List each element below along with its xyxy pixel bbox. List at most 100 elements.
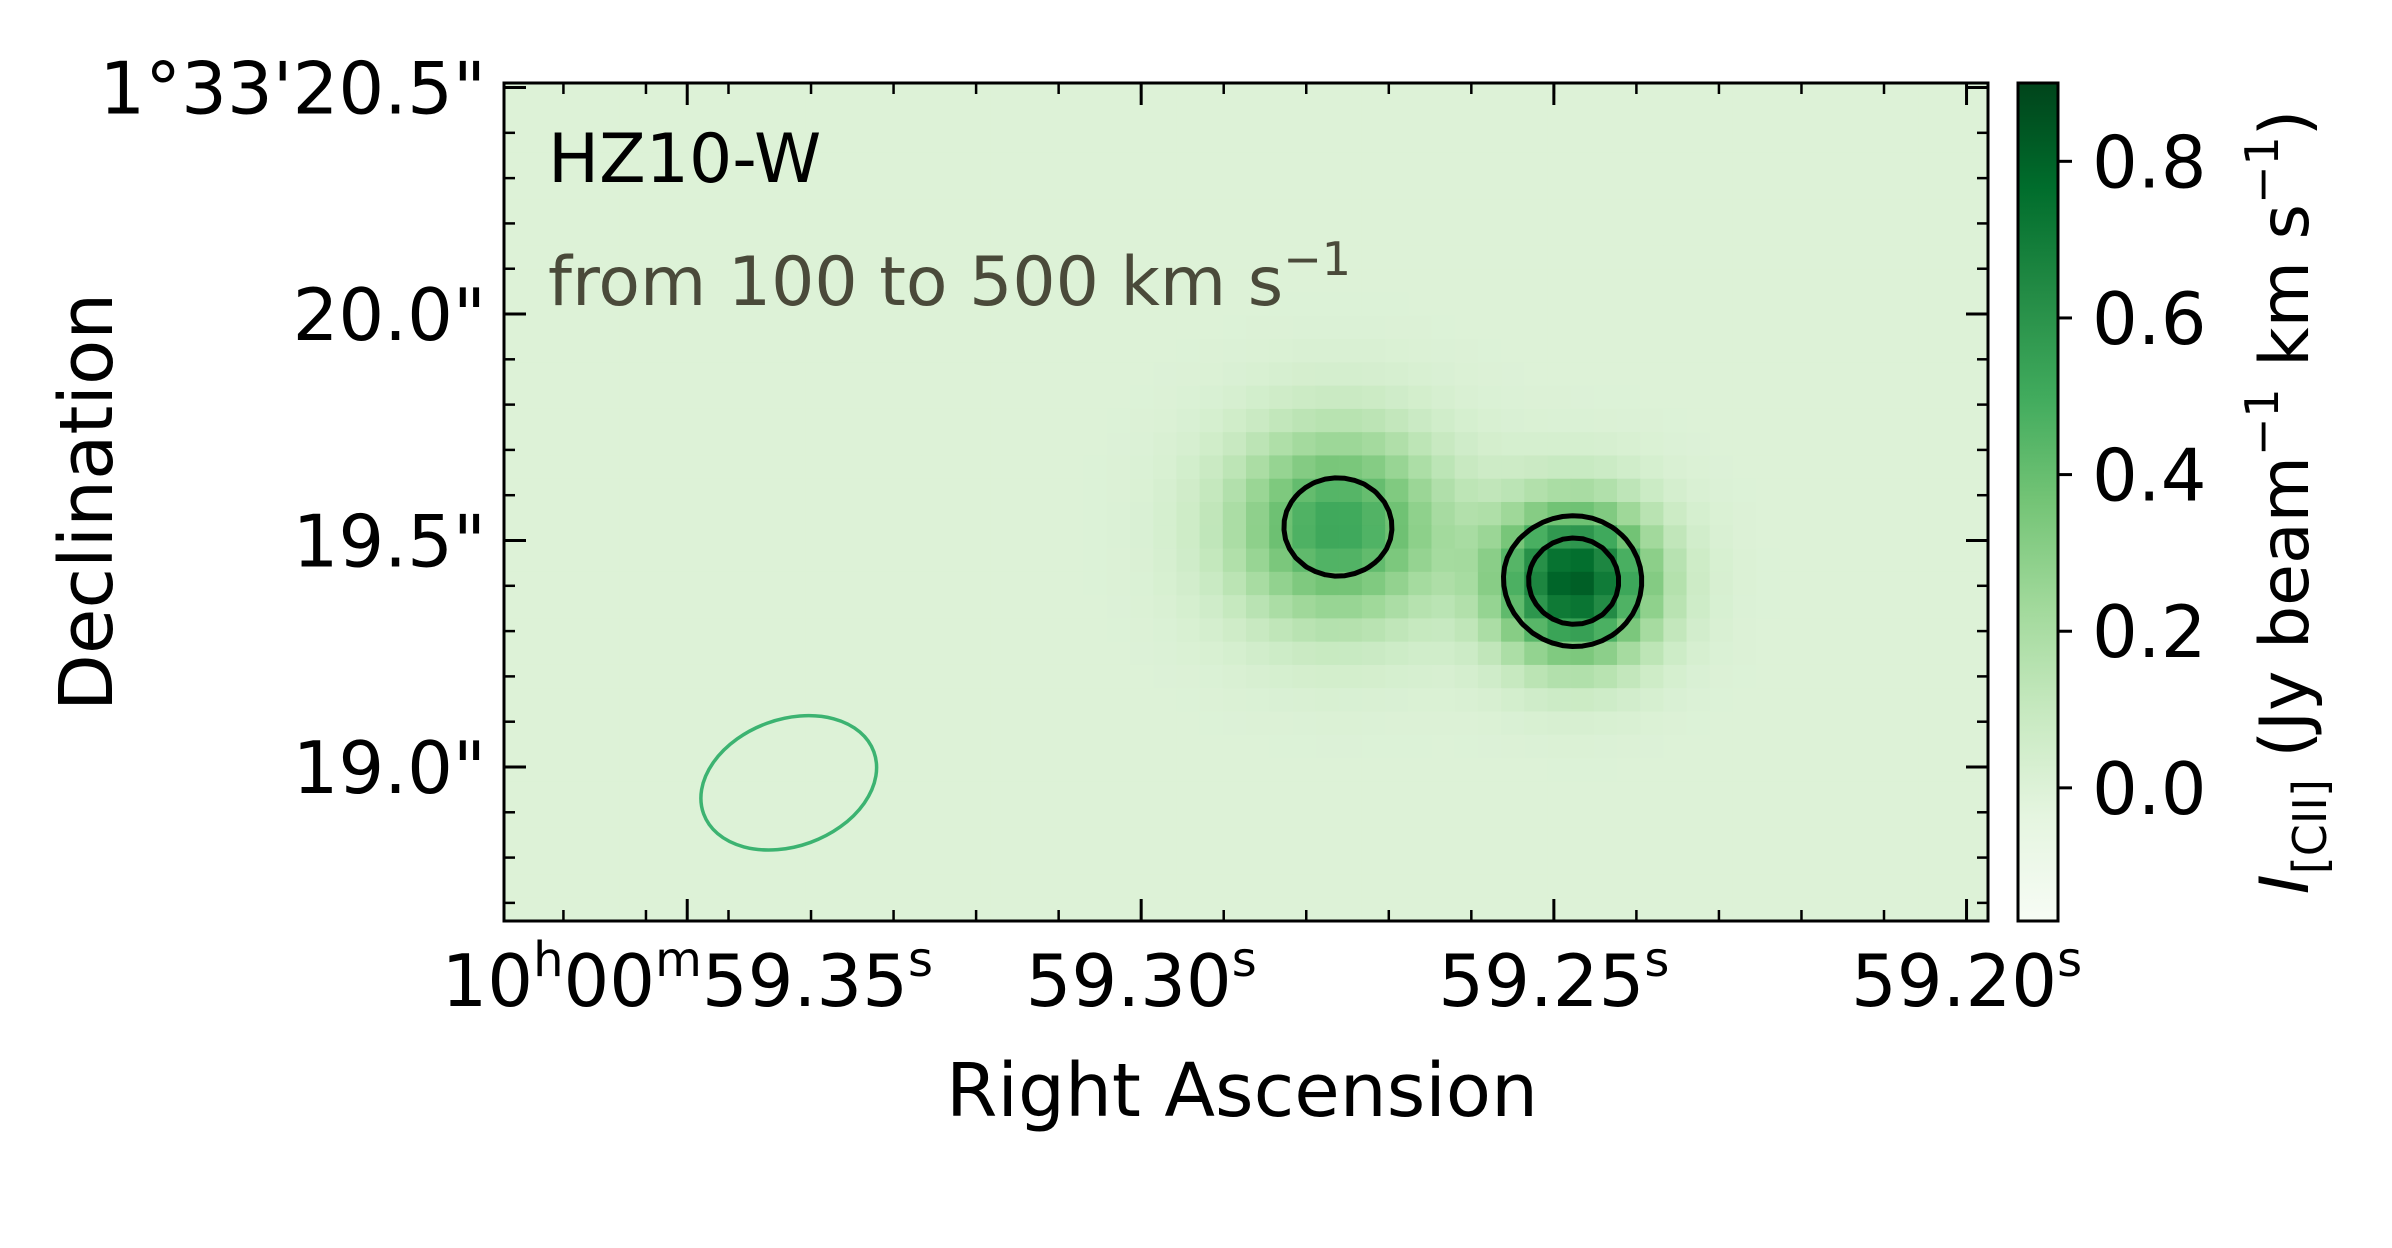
velocity-range-text: from 100 to 500 km s (548, 243, 1283, 322)
heatmap-pixel (666, 245, 691, 270)
heatmap-pixel (1060, 222, 1085, 247)
heatmap-pixel (1408, 432, 1433, 457)
heatmap-pixel (1825, 339, 1850, 363)
heatmap-pixel (898, 362, 922, 387)
heatmap-pixel (1222, 455, 1247, 480)
heatmap-pixel (1593, 222, 1618, 247)
heatmap-pixel (1524, 664, 1549, 689)
heatmap-pixel (1408, 269, 1433, 294)
heatmap-pixel (759, 339, 783, 363)
heatmap-pixel (1663, 129, 1688, 154)
heatmap-pixel (1848, 245, 1873, 270)
heatmap-pixel (1408, 199, 1433, 224)
heatmap-pixel (689, 362, 714, 387)
heatmap-pixel (805, 245, 830, 270)
heatmap-pixel (1269, 362, 1293, 387)
heatmap-pixel (735, 176, 760, 200)
heatmap-pixel (1083, 408, 1108, 433)
colorbar-tick-label: 0.4 (2092, 434, 2207, 518)
heatmap-pixel (1918, 176, 1943, 200)
heatmap-pixel (1385, 734, 1409, 759)
heatmap-pixel (1640, 502, 1664, 526)
heatmap-pixel (1779, 245, 1804, 270)
heatmap-pixel (666, 641, 691, 666)
heatmap-pixel (550, 222, 575, 247)
heatmap-pixel (550, 664, 575, 689)
heatmap-pixel (1524, 851, 1549, 876)
heatmap-pixel (666, 618, 691, 643)
heatmap-pixel (1872, 664, 1896, 689)
heatmap-pixel (1292, 897, 1317, 921)
x-tick-label-part: 10 (441, 939, 533, 1023)
colorbar-label: I[CII] (Jy beam−1 km s−1) (2235, 110, 2337, 895)
heatmap-pixel (643, 152, 667, 177)
heatmap-pixel (1964, 595, 1988, 619)
x-axis-label: Right Ascension (946, 1048, 1538, 1134)
heatmap-pixel (1918, 641, 1943, 666)
heatmap-pixel (1570, 222, 1595, 247)
y-tick-labels: 1°33'20.5"20.0"19.5"19.0" (99, 47, 486, 810)
heatmap-pixel (1547, 152, 1572, 177)
heatmap-pixel (666, 432, 691, 457)
heatmap-pixel (1153, 385, 1178, 410)
heatmap-pixel (1408, 502, 1433, 526)
x-tick-label-part: s (908, 932, 933, 988)
heatmap-pixel (1640, 245, 1664, 270)
heatmap-pixel (1872, 362, 1896, 387)
heatmap-pixel (1570, 408, 1595, 433)
heatmap-pixel (805, 408, 830, 433)
heatmap-pixel (1895, 222, 1920, 247)
heatmap-pixel (1361, 222, 1386, 247)
heatmap-pixel (1732, 129, 1757, 154)
heatmap-pixel (1246, 641, 1270, 666)
heatmap-pixel (1593, 245, 1618, 270)
heatmap-pixel (1315, 711, 1340, 736)
heatmap-pixel (1222, 851, 1247, 876)
heatmap-pixel (990, 548, 1015, 573)
heatmap-pixel (1895, 641, 1920, 666)
heatmap-pixel (666, 595, 691, 619)
heatmap-pixel (1848, 804, 1873, 829)
heatmap-pixel (1617, 874, 1641, 899)
heatmap-pixel (1176, 362, 1201, 387)
heatmap-pixel (1895, 176, 1920, 200)
heatmap-pixel (1130, 222, 1154, 247)
heatmap-pixel (1825, 525, 1850, 550)
heatmap-pixel (1501, 106, 1525, 131)
heatmap-pixel (1106, 455, 1131, 480)
heatmap-pixel (944, 758, 969, 782)
heatmap-pixel (1617, 664, 1641, 689)
heatmap-pixel (1176, 827, 1201, 852)
heatmap-pixel (1269, 176, 1293, 200)
heatmap-pixel (990, 827, 1015, 852)
heatmap-pixel (1640, 711, 1664, 736)
heatmap-pixel (1106, 199, 1131, 224)
heatmap-pixel (1292, 199, 1317, 224)
heatmap-pixel (1199, 83, 1224, 107)
heatmap-pixel (898, 641, 922, 666)
heatmap-pixel (1060, 129, 1085, 154)
heatmap-pixel (1361, 199, 1386, 224)
heatmap-pixel (990, 129, 1015, 154)
heatmap-pixel (504, 478, 528, 503)
heatmap-pixel (1431, 199, 1456, 224)
heatmap-pixel (1431, 502, 1456, 526)
colorbar-ticks: 0.00.20.40.60.8 (2058, 120, 2207, 831)
heatmap-pixel (1176, 83, 1201, 107)
heatmap-pixel (921, 711, 946, 736)
heatmap-pixel (1153, 478, 1178, 503)
heatmap-pixel (759, 641, 783, 666)
heatmap-pixel (1199, 595, 1224, 619)
heatmap-pixel (1292, 339, 1317, 363)
heatmap-pixel (1640, 688, 1664, 713)
heatmap-pixel (1756, 758, 1780, 782)
heatmap-pixel (1246, 152, 1270, 177)
heatmap-pixel (1686, 292, 1711, 317)
heatmap-pixel (1176, 106, 1201, 131)
colorbar-tick-label: 0.8 (2092, 120, 2207, 204)
heatmap-pixel (1501, 152, 1525, 177)
heatmap-pixel (967, 222, 992, 247)
heatmap-pixel (573, 595, 598, 619)
heatmap-pixel (921, 269, 946, 294)
heatmap-pixel (1964, 874, 1988, 899)
